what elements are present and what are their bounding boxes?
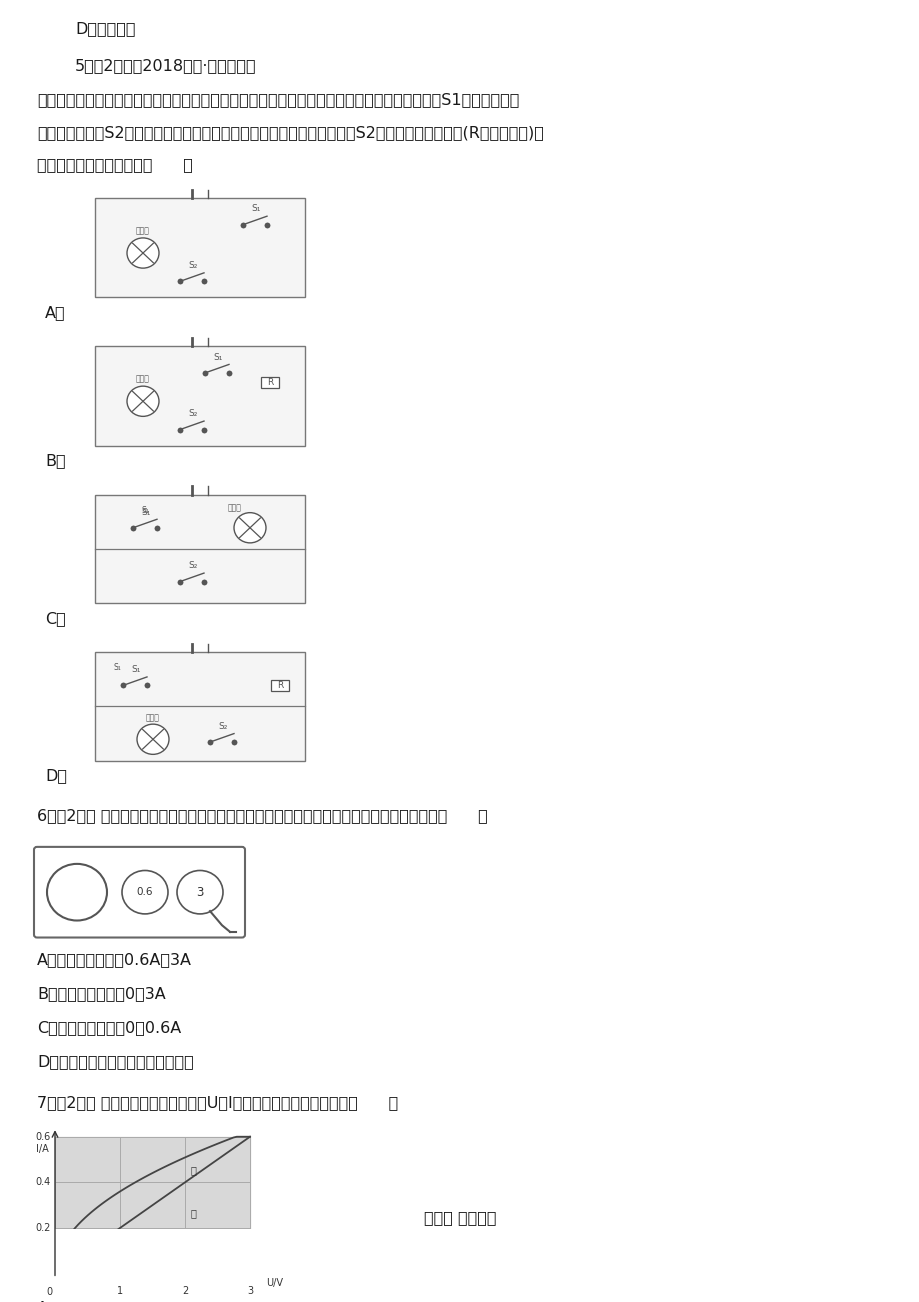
Text: 3: 3	[196, 885, 203, 898]
Text: B．: B．	[45, 453, 65, 469]
Bar	[95, 652, 305, 760]
Text: 甲: 甲	[191, 1165, 197, 1176]
Text: D．压缩冲程: D．压缩冲程	[75, 21, 135, 35]
Text: S₁: S₁	[113, 663, 120, 672]
Circle shape	[122, 871, 168, 914]
Text: 指示灯: 指示灯	[228, 504, 242, 513]
Text: 0.2: 0.2	[36, 1223, 51, 1233]
Text: 7．（2分） 如图所示是电阻甲和乙的U－I图象，下列说法中正确的是（      ）: 7．（2分） 如图所示是电阻甲和乙的U－I图象，下列说法中正确的是（ ）	[37, 1095, 398, 1111]
Text: 0.4: 0.4	[36, 1177, 51, 1187]
Text: 乙: 乙	[191, 1208, 197, 1219]
Text: C．: C．	[45, 611, 65, 626]
Text: I/A: I/A	[36, 1144, 49, 1155]
Text: 2: 2	[182, 1286, 187, 1295]
Text: 0: 0	[47, 1286, 53, 1297]
Text: D．不能用来测量电流，谈不上量程: D．不能用来测量电流，谈不上量程	[37, 1053, 194, 1069]
Text: 0.6: 0.6	[36, 1131, 51, 1142]
Text: 5．（2分）（2018九上·鱼台期中）: 5．（2分）（2018九上·鱼台期中）	[75, 59, 256, 73]
Text: 6．（2分） 某同学用电流表测量电流时，用了如图所示的两个接线柱，则下列叙述正确的是（      ）: 6．（2分） 某同学用电流表测量电流时，用了如图所示的两个接线柱，则下列叙述正确…	[37, 809, 487, 823]
Text: 指示灯: 指示灯	[136, 227, 150, 236]
Text: S₁: S₁	[213, 353, 222, 362]
Bar	[261, 376, 278, 388]
Text: 3: 3	[246, 1286, 253, 1295]
Bar	[95, 495, 305, 603]
Text: 0.6: 0.6	[137, 887, 153, 897]
Circle shape	[176, 871, 222, 914]
FancyBboxPatch shape	[34, 846, 244, 937]
Text: 列设计最合理的电路图是（      ）: 列设计最合理的电路图是（ ）	[37, 156, 193, 172]
Text: S₂: S₂	[187, 409, 198, 418]
Bar	[271, 680, 289, 691]
Text: S₁: S₁	[130, 665, 141, 674]
Text: S₁: S₁	[141, 508, 150, 517]
Text: S₁: S₁	[141, 505, 149, 514]
Text: S₂: S₂	[187, 262, 198, 270]
Text: 指示灯: 指示灯	[136, 375, 150, 383]
Text: A．甲和乙都是阻值不变的电阻: A．甲和乙都是阻值不变的电阻	[37, 1301, 173, 1302]
Text: S₂: S₂	[218, 721, 227, 730]
Circle shape	[233, 513, 266, 543]
Bar	[95, 346, 305, 445]
Text: D．: D．	[45, 768, 67, 784]
Text: 为保证司乘人员的安全，轿车上设有安全带未系提示系统。当乘客坐在座椅上时，座椅下的开关S1闭合，若未系: 为保证司乘人员的安全，轿车上设有安全带未系提示系统。当乘客坐在座椅上时，座椅下的…	[37, 92, 519, 108]
Bar	[95, 198, 305, 297]
Text: R: R	[267, 378, 273, 387]
Circle shape	[47, 863, 107, 921]
Text: C．电流表的量程为0～0.6A: C．电流表的量程为0～0.6A	[37, 1019, 181, 1035]
Text: S₁: S₁	[251, 204, 260, 214]
Text: A．电流表的量程为0.6A～3A: A．电流表的量程为0.6A～3A	[37, 952, 192, 966]
Text: R: R	[277, 681, 283, 690]
Text: B．电流表的量程为0～3A: B．电流表的量程为0～3A	[37, 986, 165, 1001]
Text: U/V: U/V	[266, 1279, 283, 1289]
Text: S₂: S₂	[187, 561, 198, 570]
Circle shape	[127, 387, 159, 417]
Text: A．: A．	[45, 305, 65, 320]
Circle shape	[127, 238, 159, 268]
Text: 安全带，则开关S2断开，仪表盘上的指示灯亮起；若系上安全带，则开关S2闭合，指示灯熄灭。(R为保护电阻)下: 安全带，则开关S2断开，仪表盘上的指示灯亮起；若系上安全带，则开关S2闭合，指示…	[37, 125, 543, 139]
Text: 第２页 共１０页: 第２页 共１０页	[424, 1211, 495, 1225]
Text: 指示灯: 指示灯	[146, 713, 160, 723]
Text: 1: 1	[117, 1286, 123, 1295]
Bar	[55, 1137, 250, 1273]
Circle shape	[137, 724, 169, 754]
